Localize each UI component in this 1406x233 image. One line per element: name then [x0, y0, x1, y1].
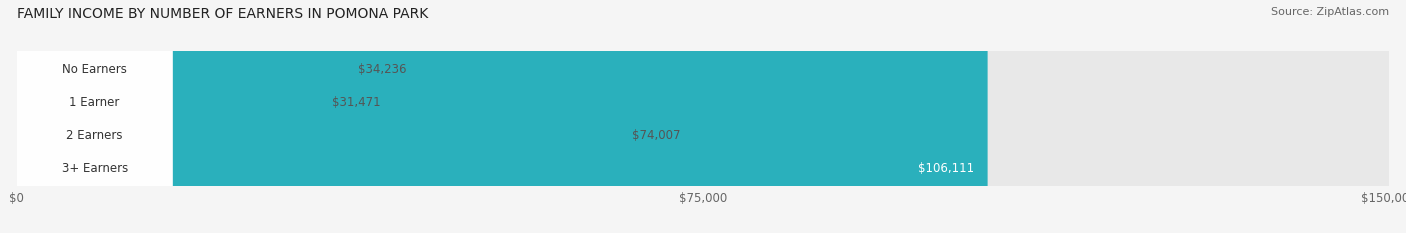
- FancyBboxPatch shape: [17, 0, 695, 233]
- FancyBboxPatch shape: [17, 0, 1389, 233]
- FancyBboxPatch shape: [17, 0, 1389, 233]
- FancyBboxPatch shape: [17, 0, 1389, 233]
- Text: No Earners: No Earners: [62, 63, 127, 76]
- Text: FAMILY INCOME BY NUMBER OF EARNERS IN POMONA PARK: FAMILY INCOME BY NUMBER OF EARNERS IN PO…: [17, 7, 427, 21]
- FancyBboxPatch shape: [17, 0, 1389, 233]
- FancyBboxPatch shape: [17, 0, 173, 233]
- Text: 3+ Earners: 3+ Earners: [62, 162, 128, 175]
- Text: 1 Earner: 1 Earner: [69, 96, 120, 109]
- FancyBboxPatch shape: [17, 0, 173, 233]
- Text: $74,007: $74,007: [631, 129, 681, 142]
- Text: $34,236: $34,236: [357, 63, 406, 76]
- FancyBboxPatch shape: [17, 0, 173, 233]
- FancyBboxPatch shape: [17, 0, 330, 233]
- Text: $31,471: $31,471: [332, 96, 381, 109]
- Text: Source: ZipAtlas.com: Source: ZipAtlas.com: [1271, 7, 1389, 17]
- FancyBboxPatch shape: [17, 0, 305, 233]
- FancyBboxPatch shape: [17, 0, 173, 233]
- Text: $106,111: $106,111: [918, 162, 974, 175]
- Text: 2 Earners: 2 Earners: [66, 129, 122, 142]
- FancyBboxPatch shape: [17, 0, 987, 233]
